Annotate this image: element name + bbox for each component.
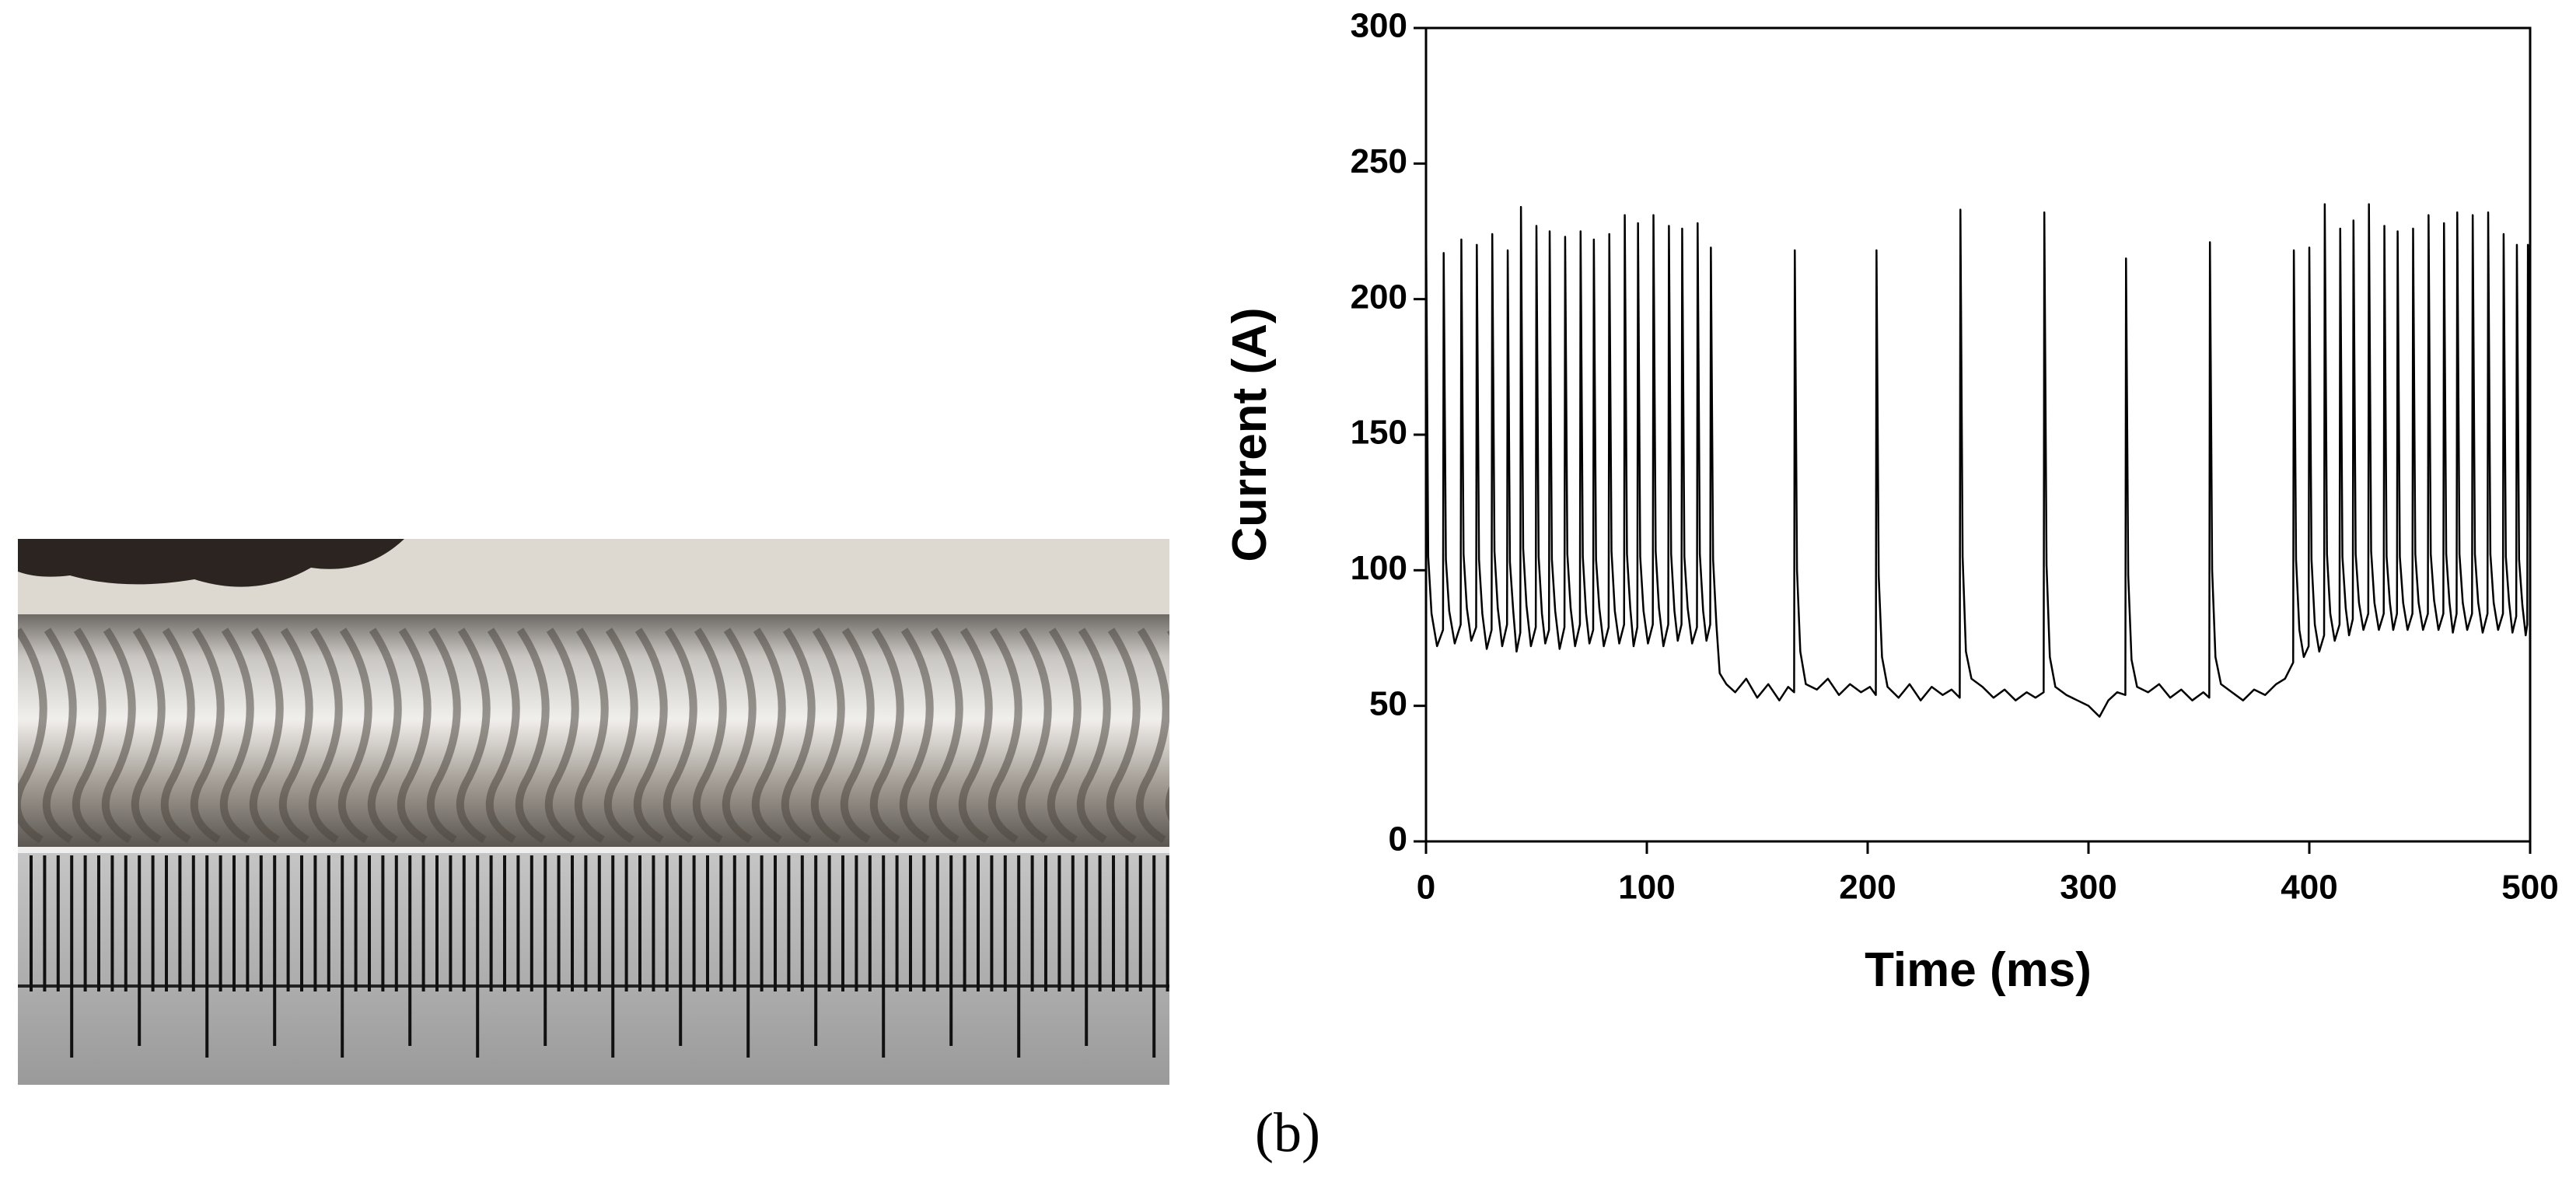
ripple <box>101 628 136 844</box>
ripple <box>1017 628 1052 844</box>
y-tick-label: 250 <box>1351 142 1407 180</box>
ripple <box>692 628 727 844</box>
ripple <box>397 628 432 844</box>
ripple <box>633 628 668 844</box>
ripple <box>1165 630 1169 822</box>
ripple <box>928 628 963 844</box>
chart: Current (A) Time (ms) 0 50 100 150 200 250 300… <box>1223 7 2559 997</box>
ripple <box>308 628 343 844</box>
ripple <box>160 628 195 844</box>
ripple <box>456 628 491 844</box>
ripple <box>899 628 934 844</box>
ripple <box>574 628 609 844</box>
x-axis-title: Time (ms) <box>1865 943 2092 997</box>
y-tick-label: 100 <box>1351 549 1407 587</box>
ripple <box>249 628 284 844</box>
ripple <box>662 628 697 844</box>
y-tick-label: 150 <box>1351 414 1407 452</box>
ripple <box>1047 628 1082 844</box>
ripple <box>869 628 904 844</box>
weld-photo <box>18 539 1169 1085</box>
ripple <box>840 628 875 844</box>
ripple <box>751 628 786 844</box>
x-tick-label: 300 <box>2060 869 2116 907</box>
x-tick-label: 400 <box>2281 869 2337 907</box>
ripple <box>485 628 520 844</box>
ripple <box>781 628 816 844</box>
ripple <box>603 628 638 844</box>
ripple <box>278 628 313 844</box>
ripple <box>219 628 254 844</box>
ripple <box>987 628 1022 844</box>
x-tick-label: 500 <box>2501 869 2558 907</box>
ripple <box>190 628 225 844</box>
ripple <box>426 628 461 844</box>
y-tick-label: 0 <box>1389 820 1407 859</box>
ripple <box>958 628 993 844</box>
x-tick-label: 200 <box>1839 869 1896 907</box>
ripple <box>722 628 757 844</box>
x-tick-label: 0 <box>1417 869 1435 907</box>
ripple <box>367 628 402 844</box>
ripple <box>1135 628 1169 844</box>
plot-frame <box>1424 26 2532 843</box>
ripple <box>131 628 166 844</box>
ripple <box>810 628 845 844</box>
ripple <box>42 628 77 844</box>
ripple <box>1076 628 1111 844</box>
ripple <box>337 628 372 844</box>
y-axis-title: Current (A) <box>1223 307 1277 561</box>
y-tick-label: 200 <box>1351 278 1407 316</box>
current-line <box>1424 203 2532 718</box>
ripple <box>515 628 550 844</box>
ripple <box>18 628 47 844</box>
y-tick-label: 50 <box>1369 684 1407 722</box>
ripple <box>1106 628 1141 844</box>
ripple <box>72 628 107 844</box>
x-tick-label: 100 <box>1618 869 1675 907</box>
caption: (b) <box>1255 1102 1320 1164</box>
y-tick-label: 300 <box>1351 7 1407 45</box>
ripple <box>544 628 579 844</box>
